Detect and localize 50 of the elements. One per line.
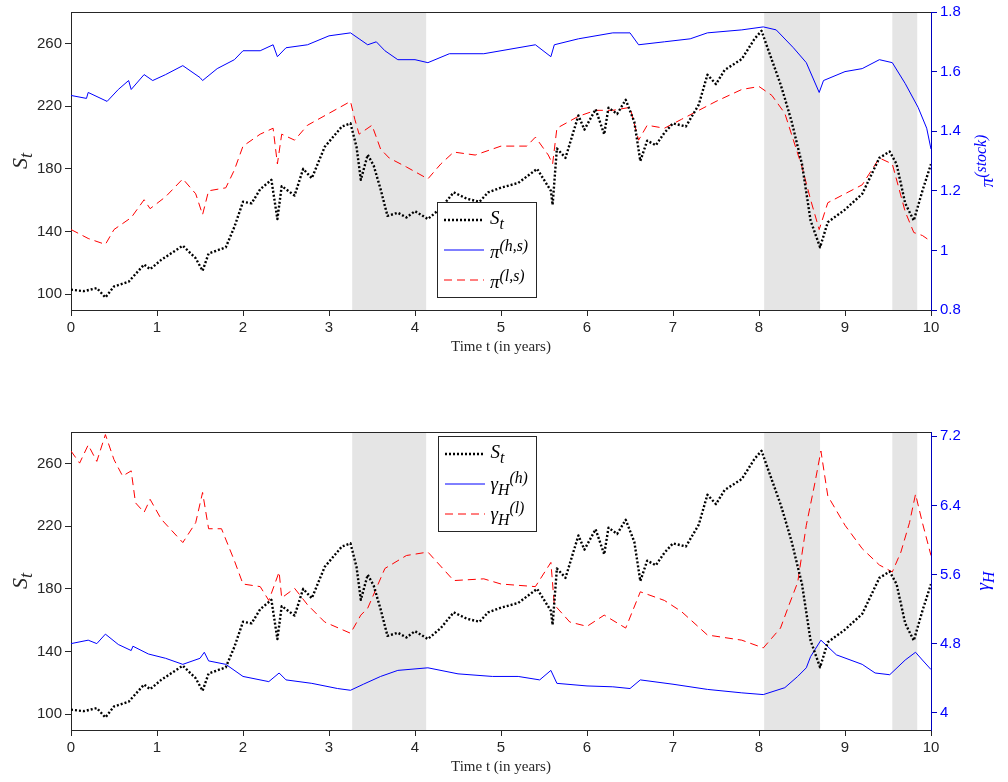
y-tick-label: 180 [36,578,62,596]
y2-tick-label: 7.2 [940,426,961,444]
x-tick-label: 9 [840,738,850,756]
x-tick-label: 6 [582,318,592,336]
x-tick-label: 5 [496,738,506,756]
x-axis-title: Time t (in years) [451,758,551,775]
x-tick-label: 7 [668,738,678,756]
line-series [71,29,931,299]
x-tick-label: 2 [238,738,248,756]
x-tick-label: 1 [152,318,162,336]
y-tick-label: 100 [36,704,62,722]
x-tick-label: 0 [66,318,76,336]
y2-tick-label: 1 [940,240,949,258]
y2-tick-label: 4 [940,702,949,720]
legend-label: π$^{(l,s)}$ [490,266,525,294]
legend-label: S$_{t}$ [490,441,505,467]
y-tick-label: 180 [36,158,62,176]
x-tick-label: 6 [582,738,592,756]
x-tick-label: 8 [754,738,764,756]
y2-tick-label: 1.8 [940,2,961,20]
x-axis-title: Time t (in years) [451,338,551,355]
y2-tick-label: 6.4 [940,495,961,513]
legend-label: S$_{t}$ [490,207,504,233]
y2-tick-label: 4.8 [940,633,961,651]
y2-tick-label: 0.8 [940,300,961,318]
x-tick-label: 4 [410,318,420,336]
y-tick-label: 140 [36,641,62,659]
x-tick-label: 7 [668,318,678,336]
y-tick-label: 220 [36,516,62,534]
x-tick-label: 4 [410,738,420,756]
x-tick-label: 0 [66,738,76,756]
y-tick-label: 260 [36,453,62,471]
y2-tick-label: 1.2 [940,180,961,198]
x-tick-label: 3 [324,318,334,336]
y2-tick-label: 1.4 [940,121,961,139]
x-tick-label: 5 [496,318,506,336]
y-tick-label: 260 [36,33,62,51]
y-tick-label: 140 [36,221,62,239]
y2-tick-label: 1.6 [940,61,961,79]
x-tick-label: 2 [238,318,248,336]
x-tick-label: 9 [840,318,850,336]
y2-tick-label: 5.6 [940,564,961,582]
y-tick-label: 220 [36,96,62,114]
x-tick-label: 10 [922,318,940,336]
x-tick-label: 1 [152,738,162,756]
x-tick-label: 10 [922,738,940,756]
x-tick-label: 8 [754,318,764,336]
x-tick-label: 3 [324,738,334,756]
legend-label: π$^{(h,s)}$ [490,236,529,264]
y-tick-label: 100 [36,284,62,302]
